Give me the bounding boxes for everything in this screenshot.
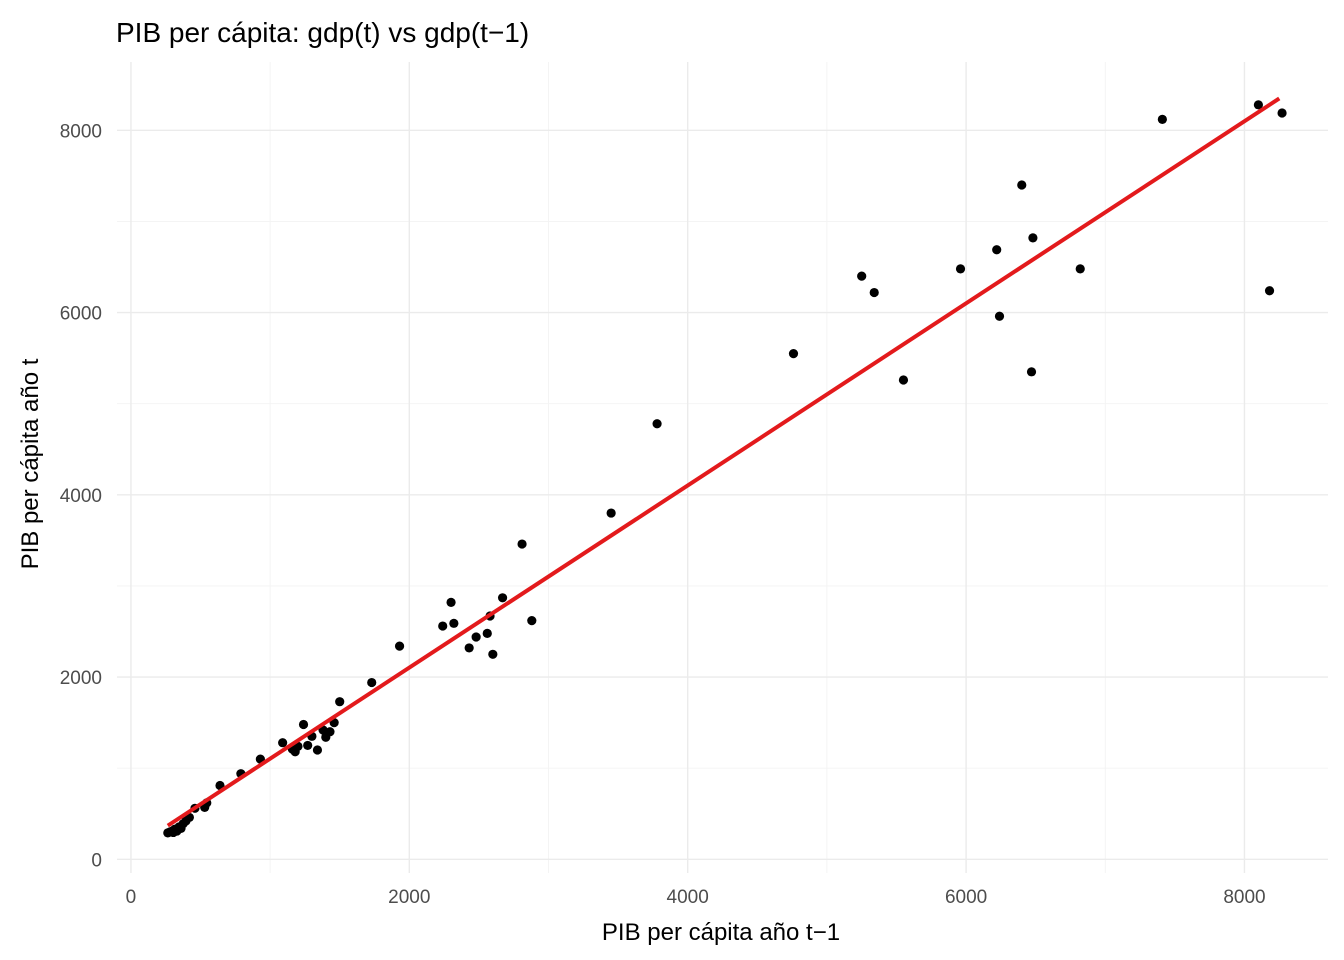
x-tick-label: 2000 (388, 887, 430, 908)
data-point (527, 615, 537, 626)
data-point (298, 719, 309, 730)
x-axis-tick-labels: 0 2000 4000 6000 8000 (126, 887, 1266, 908)
data-point (992, 245, 1002, 255)
data-point (278, 738, 288, 748)
data-point (1026, 367, 1037, 377)
data-point (994, 311, 1005, 321)
data-point (1264, 286, 1275, 296)
data-point (869, 287, 879, 298)
data-point (1253, 100, 1264, 110)
data-point (446, 597, 456, 607)
x-axis-title: PIB per cápita año t−1 (602, 919, 840, 946)
y-tick-label: 2000 (60, 668, 102, 689)
data-point (312, 745, 323, 755)
x-tick-label: 8000 (1223, 887, 1265, 908)
data-point (325, 727, 335, 737)
regression-line (166, 96, 1281, 828)
y-tick-label: 6000 (60, 304, 102, 325)
y-axis-title: PIB per cápita año t (17, 358, 44, 569)
y-tick-label: 0 (91, 850, 102, 871)
data-point (1277, 108, 1287, 118)
data-point (394, 641, 405, 651)
data-point (303, 740, 313, 751)
data-point (652, 419, 662, 429)
data-point (1017, 180, 1027, 190)
data-point (438, 621, 448, 631)
major-gridlines (117, 62, 1328, 873)
data-point (606, 508, 616, 518)
data-point (464, 643, 474, 653)
data-point (471, 632, 481, 642)
data-point (497, 593, 508, 603)
x-tick-label: 6000 (945, 887, 987, 908)
y-axis-tick-labels: 0 2000 4000 6000 8000 (60, 121, 102, 871)
data-points (163, 100, 1287, 838)
data-point (488, 649, 498, 659)
data-point (367, 677, 377, 688)
data-point (898, 375, 909, 385)
data-point (517, 539, 527, 549)
data-point (1075, 264, 1085, 274)
y-tick-label: 8000 (60, 121, 102, 142)
data-point (335, 697, 345, 707)
y-tick-label: 4000 (60, 486, 102, 507)
data-point (955, 264, 966, 274)
data-point (449, 618, 459, 628)
minor-gridlines (117, 62, 1328, 873)
x-tick-label: 0 (126, 887, 137, 908)
data-point (482, 628, 492, 638)
data-point (857, 271, 867, 281)
x-tick-label: 4000 (667, 887, 709, 908)
data-point (788, 348, 799, 359)
chart-title: PIB per cápita: gdp(t) vs gdp(t−1) (116, 17, 529, 48)
data-point (1028, 233, 1038, 243)
data-point (1157, 114, 1167, 125)
